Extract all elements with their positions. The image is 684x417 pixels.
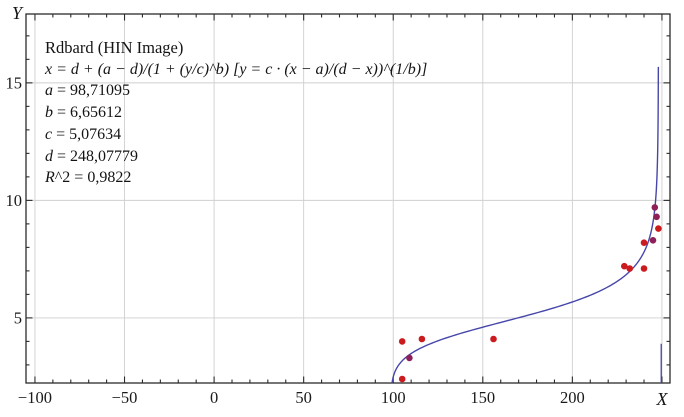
data-point xyxy=(651,204,659,211)
data-point xyxy=(490,335,497,343)
fit-annotation: Rdbard (HIN Image) x = d + (a − d)/(1 + … xyxy=(45,37,427,189)
x-tick-label: 50 xyxy=(295,388,312,407)
fit-curve xyxy=(391,66,660,384)
data-point xyxy=(418,335,426,343)
y-tick-label: 5 xyxy=(14,308,22,327)
y-tick-label: 15 xyxy=(6,73,23,92)
y-axis-label: Y xyxy=(12,3,24,23)
fit-title: Rdbard (HIN Image) xyxy=(45,38,184,57)
x-axis-label: X xyxy=(656,389,669,409)
data-point xyxy=(640,239,648,246)
x-tick-label: −100 xyxy=(18,388,52,407)
y-tick-label: 10 xyxy=(6,191,23,210)
data-point xyxy=(398,375,406,383)
fit-equation: x = d + (a − d)/(1 + (y/c)^b) [y = c · (… xyxy=(45,60,428,78)
data-point xyxy=(621,262,628,270)
x-tick-label: −50 xyxy=(112,388,138,407)
data-point xyxy=(649,237,657,244)
x-tick-label: 150 xyxy=(470,388,495,407)
data-point xyxy=(398,338,406,345)
x-tick-label: 0 xyxy=(210,388,218,407)
fit-param-b: b = 6,65612 xyxy=(45,104,123,122)
data-point xyxy=(653,213,660,221)
data-point xyxy=(406,354,413,362)
fit-param-a: a = 98,71095 xyxy=(45,82,131,100)
data-point xyxy=(640,265,648,272)
fit-r-squared: R^2 = 0,9822 xyxy=(45,169,132,187)
data-point xyxy=(626,265,633,272)
x-tick-label: 200 xyxy=(560,388,585,407)
plot-frame xyxy=(25,13,671,384)
fit-param-d: d = 248,07779 xyxy=(45,147,139,165)
data-point xyxy=(655,225,662,232)
x-tick-label: 100 xyxy=(381,388,406,407)
fit-param-c: c = 5,07634 xyxy=(45,125,122,143)
